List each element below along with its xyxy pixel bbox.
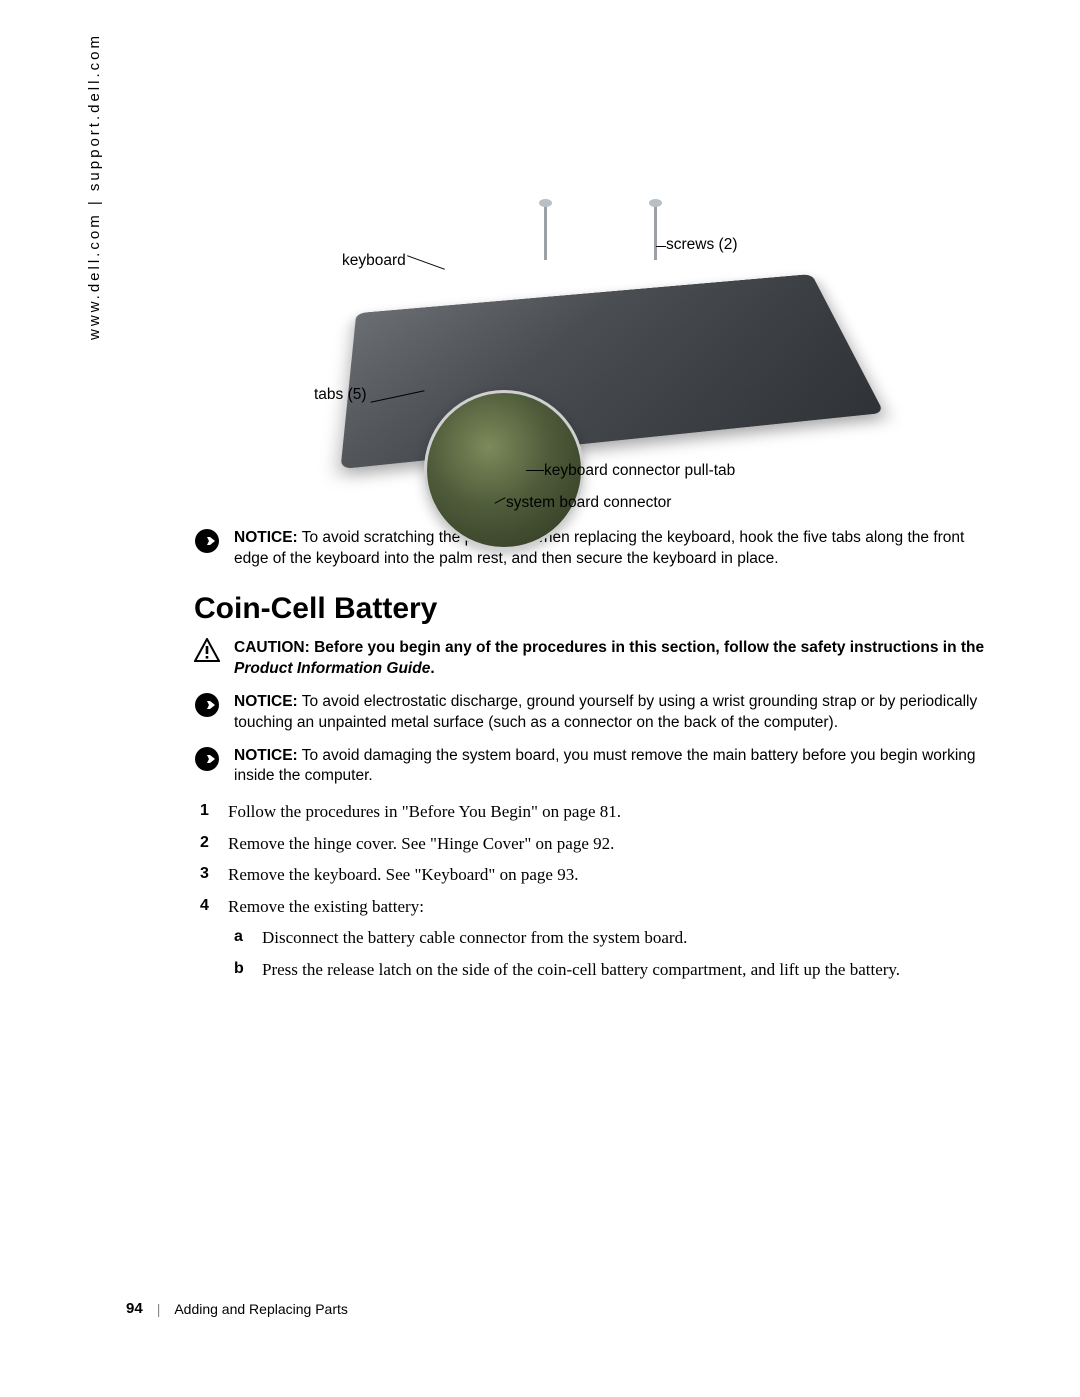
keyboard-diagram: keyboard screws (2) tabs (5) keyboard co… <box>254 230 954 510</box>
callout-sysboard: system board connector <box>506 494 671 512</box>
substep-text: Disconnect the battery cable connector f… <box>262 928 687 947</box>
page-number: 94 <box>126 1300 143 1317</box>
notice-block: NOTICE: To avoid scratching the palm res… <box>194 528 994 570</box>
notice-label: NOTICE: <box>234 529 298 546</box>
footer-separator: | <box>157 1301 161 1317</box>
step-text: Remove the hinge cover. See "Hinge Cover… <box>228 834 614 853</box>
caution-icon <box>194 638 222 662</box>
page-footer: 94 | Adding and Replacing Parts <box>126 1300 348 1317</box>
caution-block: CAUTION: Before you begin any of the pro… <box>194 638 994 680</box>
footer-section-title: Adding and Replacing Parts <box>174 1301 348 1317</box>
callout-label: keyboard <box>342 252 406 269</box>
screw-illustration <box>544 205 547 260</box>
substep-item: Disconnect the battery cable connector f… <box>228 925 994 951</box>
procedure-substeps: Disconnect the battery cable connector f… <box>228 925 994 982</box>
callout-label: keyboard connector pull-tab <box>544 462 735 479</box>
callout-pulltab: keyboard connector pull-tab <box>544 462 735 480</box>
notice-text: NOTICE: To avoid scratching the palm res… <box>234 528 994 570</box>
content-area: keyboard screws (2) tabs (5) keyboard co… <box>194 230 994 988</box>
procedure-steps: Follow the procedures in "Before You Beg… <box>194 799 994 982</box>
notice-block: NOTICE: To avoid electrostatic discharge… <box>194 692 994 734</box>
substep-item: Press the release latch on the side of t… <box>228 957 994 983</box>
step-text: Remove the keyboard. See "Keyboard" on p… <box>228 865 578 884</box>
product-info-guide-link: Product Information Guide <box>234 660 430 677</box>
callout-keyboard: keyboard <box>342 252 406 270</box>
caution-text: CAUTION: Before you begin any of the pro… <box>234 638 994 680</box>
section-heading: Coin-Cell Battery <box>194 592 994 626</box>
notice-icon <box>194 692 222 718</box>
step-item: Remove the hinge cover. See "Hinge Cover… <box>194 831 994 857</box>
step-item: Remove the existing battery: Disconnect … <box>194 894 994 983</box>
callout-label: tabs (5) <box>314 386 367 403</box>
caution-label: CAUTION: <box>234 639 310 656</box>
substep-text: Press the release latch on the side of t… <box>262 960 900 979</box>
sidebar-url: www.dell.com | support.dell.com <box>86 33 103 340</box>
step-item: Remove the keyboard. See "Keyboard" on p… <box>194 862 994 888</box>
notice-body: To avoid damaging the system board, you … <box>234 747 976 785</box>
caution-body-after: . <box>430 660 434 677</box>
notice-icon <box>194 528 222 554</box>
screw-illustration <box>654 205 657 260</box>
callout-tabs: tabs (5) <box>314 386 367 404</box>
notice-label: NOTICE: <box>234 693 298 710</box>
notice-text: NOTICE: To avoid damaging the system boa… <box>234 746 994 788</box>
callout-label: system board connector <box>506 494 671 511</box>
notice-body: To avoid scratching the palm rest when r… <box>234 529 964 567</box>
step-text: Remove the existing battery: <box>228 897 424 916</box>
notice-label: NOTICE: <box>234 747 298 764</box>
callout-label: screws (2) <box>666 236 737 253</box>
callout-screws: screws (2) <box>666 236 737 254</box>
notice-body: To avoid electrostatic discharge, ground… <box>234 693 977 731</box>
step-item: Follow the procedures in "Before You Beg… <box>194 799 994 825</box>
manual-page: www.dell.com | support.dell.com keyboard… <box>0 0 1080 1397</box>
notice-block: NOTICE: To avoid damaging the system boa… <box>194 746 994 788</box>
notice-text: NOTICE: To avoid electrostatic discharge… <box>234 692 994 734</box>
keyboard-illustration <box>340 274 884 469</box>
notice-icon <box>194 746 222 772</box>
caution-body-before: Before you begin any of the procedures i… <box>314 639 984 656</box>
step-text: Follow the procedures in "Before You Beg… <box>228 802 621 821</box>
